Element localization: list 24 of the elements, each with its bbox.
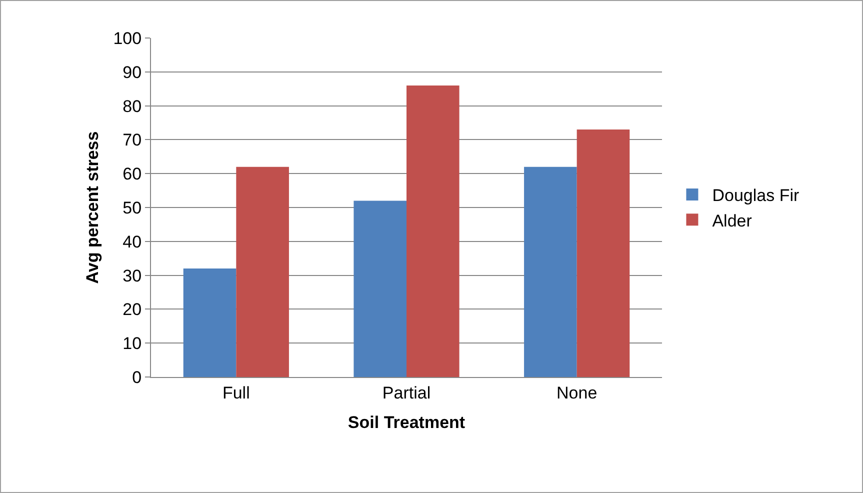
y-tick-label: 60 <box>122 164 142 184</box>
bar <box>183 268 236 377</box>
y-tick-label: 70 <box>122 130 142 150</box>
legend-label: Douglas Fir <box>712 186 800 206</box>
x-tick-label: Full <box>222 383 250 402</box>
y-tick-label: 80 <box>122 96 142 116</box>
y-tick-label: 10 <box>122 334 142 354</box>
y-tick-label: 30 <box>122 266 142 286</box>
legend-label: Alder <box>712 211 752 230</box>
y-tick-label: 20 <box>122 300 142 320</box>
y-tick-label: 90 <box>122 62 142 82</box>
bar <box>406 85 460 377</box>
y-tick-label: 100 <box>113 28 142 48</box>
y-tick-label: 0 <box>132 368 142 387</box>
bar <box>524 166 577 377</box>
bar <box>236 166 289 377</box>
bar <box>576 130 630 377</box>
bar <box>354 200 406 377</box>
y-tick-label: 50 <box>122 198 142 218</box>
x-tick-label: Partial <box>382 383 431 402</box>
y-axis-title: Avg percent stress <box>82 131 102 284</box>
y-tick-label: 40 <box>122 232 142 252</box>
x-axis-title: Soil Treatment <box>348 412 466 432</box>
x-tick-label: None <box>556 383 598 402</box>
